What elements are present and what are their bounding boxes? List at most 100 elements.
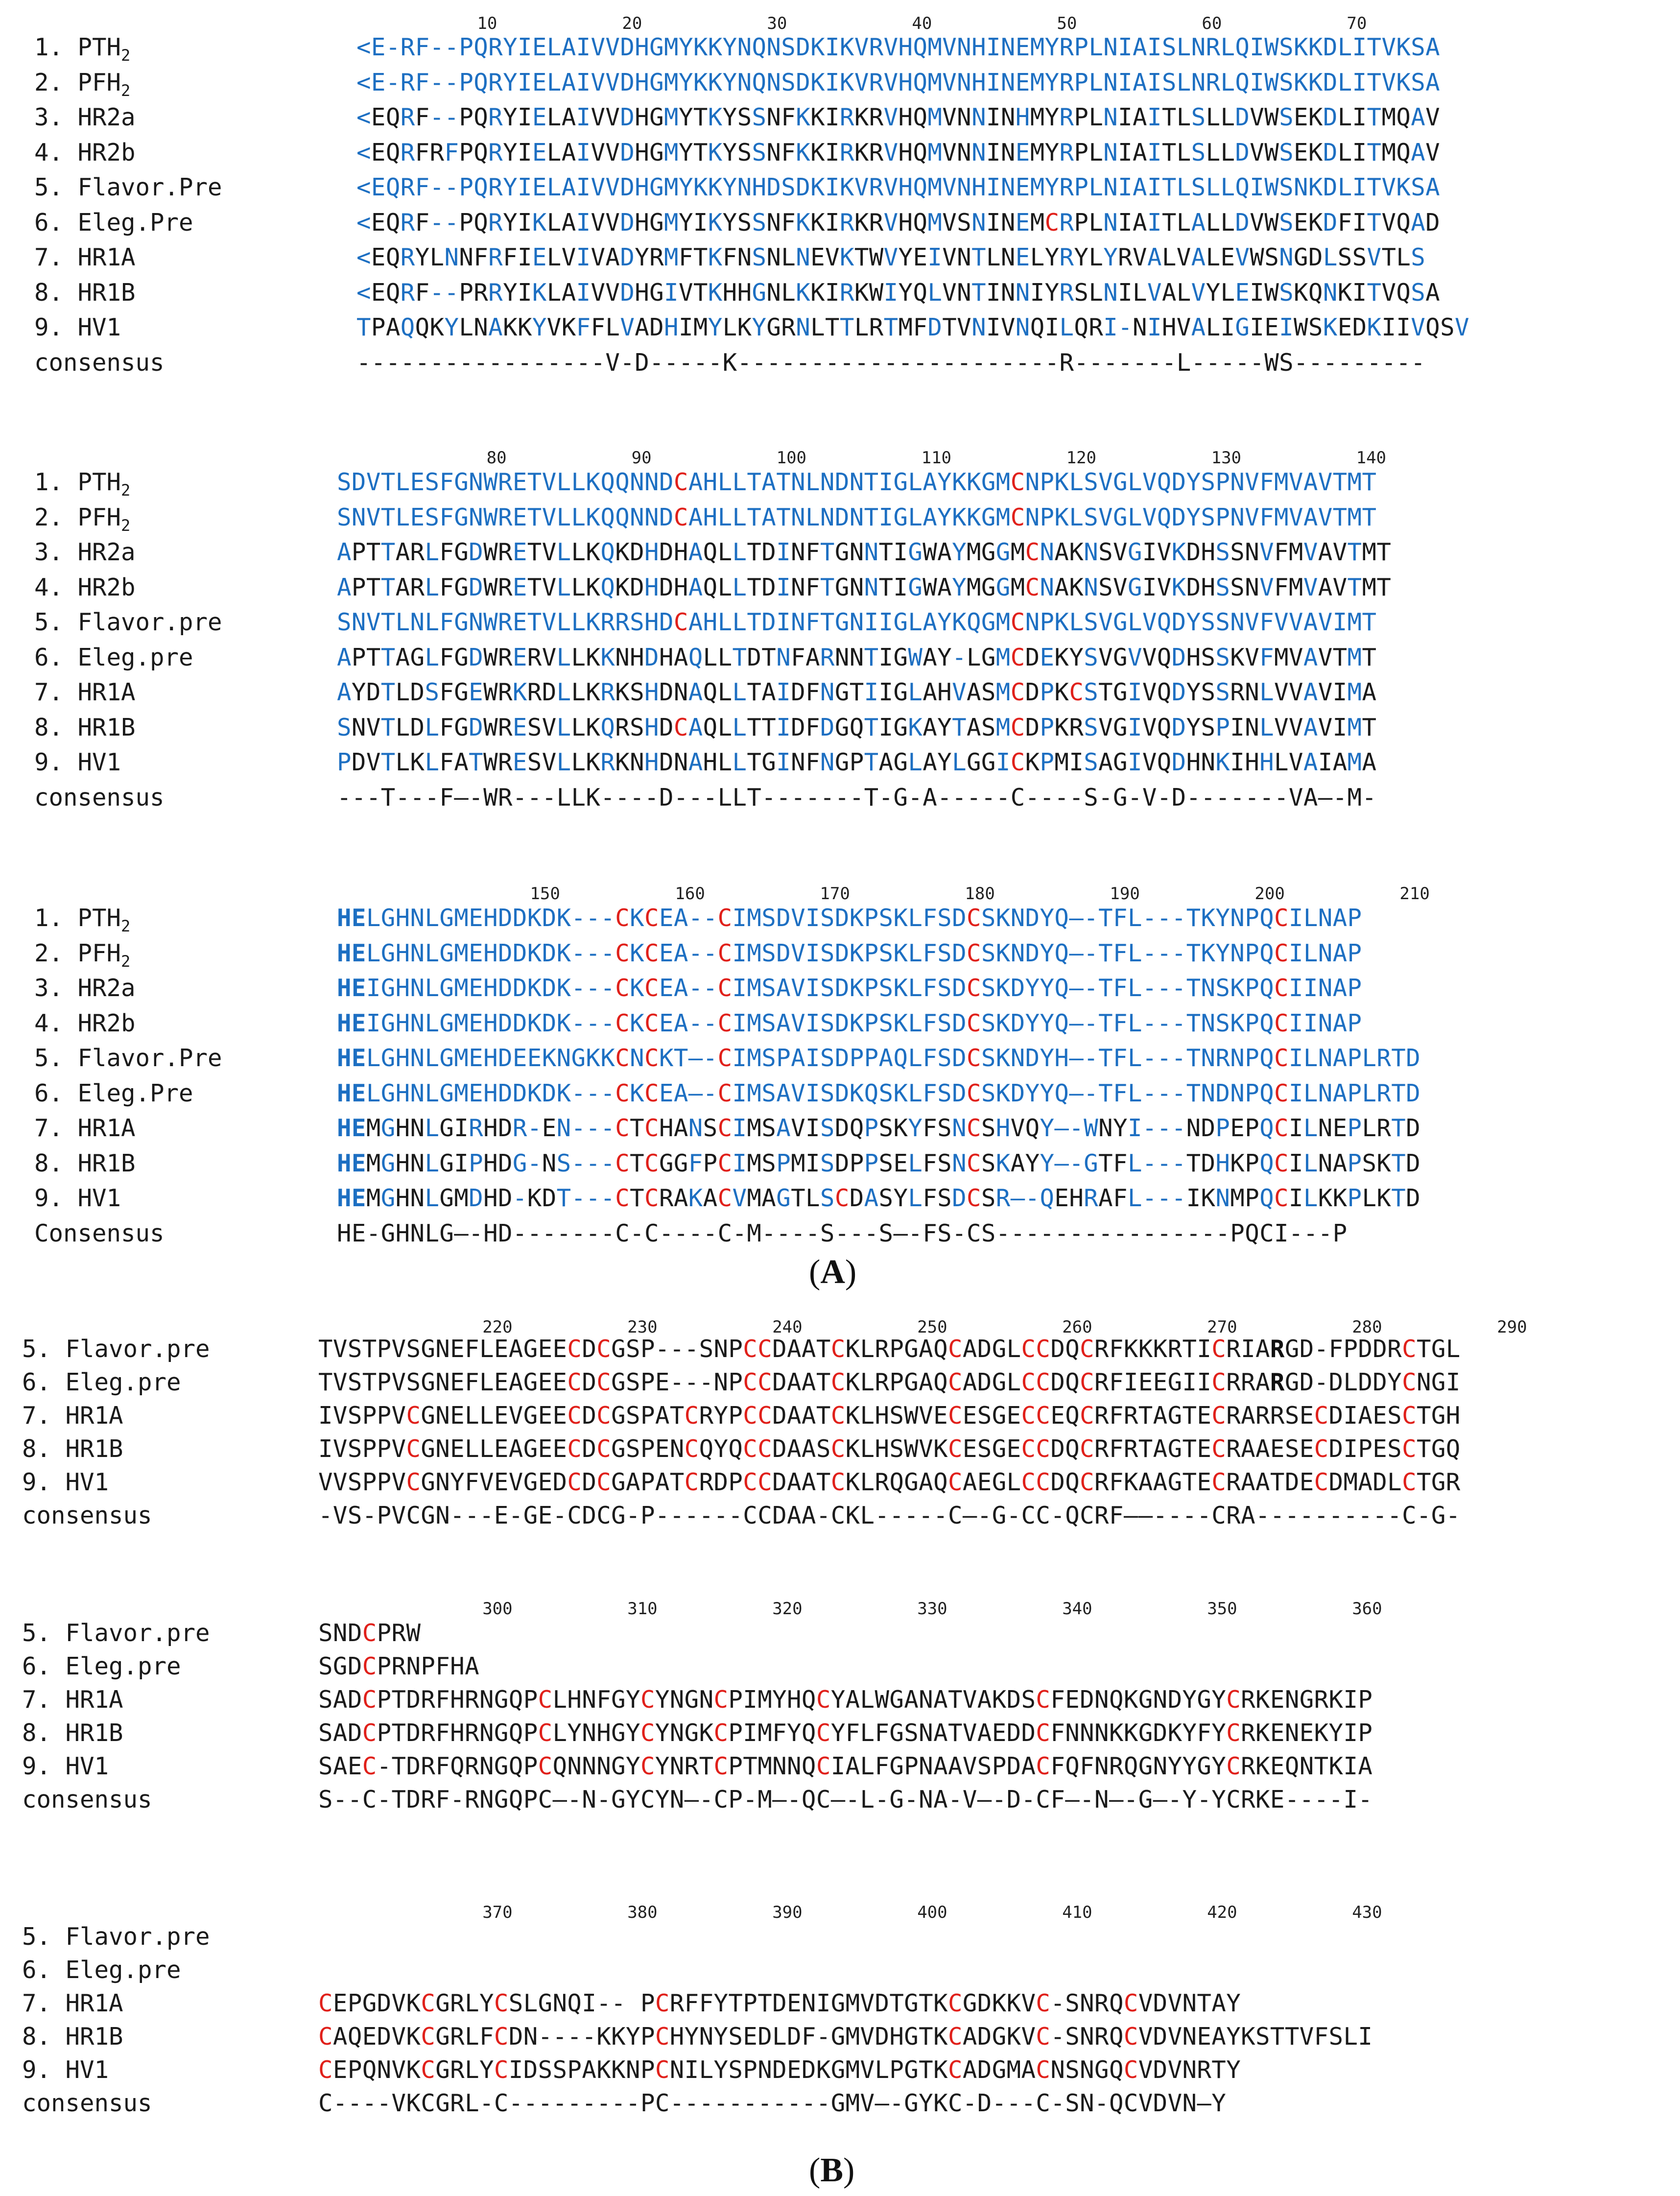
ruler-tick: 290 <box>1497 1317 1527 1337</box>
ruler-tick: 90 <box>631 448 652 468</box>
sequence-label: 7. HR1A <box>22 1402 123 1430</box>
sequence-label: 5. Flavor.Pre <box>34 1044 222 1072</box>
sequence-text: VVSPPVCGNYFVEVGEDCDCGAPATCRDPCCDAATCKLRQ… <box>318 1468 1461 1496</box>
panel-b-label: (B) <box>809 2151 855 2189</box>
sequence-label: 5. Flavor.pre <box>22 1619 210 1647</box>
sequence-text: APTTARLFGDWRETVLLKQKDHDHAQLLTDINFTGNNTIG… <box>337 573 1392 601</box>
ruler-tick: 40 <box>912 14 932 33</box>
sequence-label: 7. HR1A <box>22 1989 123 2017</box>
sequence-label: 7. HR1A <box>34 243 136 271</box>
sequence-text: SDVTLESFGNWRETVLLKQQNNDCAHLLTATNLNDNTIGL… <box>337 468 1377 496</box>
sequence-label: 4. HR2b <box>34 573 136 601</box>
sequence-text: SAEC-TDRFQRNGQPCQNNNGYCYNRTCPTMNNQCIALFG… <box>318 1752 1373 1780</box>
sequence-text: <EQRF--PQRYIELAIVVDHGMYTKYSSNFKKIRKRVHQM… <box>356 103 1441 131</box>
ruler-tick: 390 <box>772 1903 803 1922</box>
sequence-label: 9. HV1 <box>34 313 121 341</box>
sequence-label: 1. PTH2 <box>34 468 131 500</box>
ruler-tick: 230 <box>627 1317 658 1337</box>
panel-a-label: (A) <box>809 1253 857 1291</box>
sequence-label: 8. HR1B <box>34 713 136 741</box>
sequence-text: SNDCPRW <box>318 1619 421 1647</box>
sequence-text: C----VKCGRL-C---------PC-----------GMV—-… <box>318 2089 1227 2117</box>
sequence-text: HE-GHNLG—-HD-------C-C----C-M----S---S—-… <box>337 1219 1348 1247</box>
sequence-label: 9. HV1 <box>34 1184 121 1212</box>
ruler-tick: 100 <box>776 448 807 468</box>
sequence-label: consensus <box>34 783 165 812</box>
sequence-text: SNVTLESFGNWRETVLLKQQNNDCAHLLTATNLNDNTIGL… <box>337 503 1377 531</box>
sequence-label: 8. HR1B <box>22 1719 123 1747</box>
sequence-label: 2. PFH2 <box>34 503 131 535</box>
sequence-label: Consensus <box>34 1219 165 1247</box>
sequence-text: CAQEDVKCGRLFCDN----KKYPCHYNYSEDLDF-GMVDH… <box>318 2023 1373 2051</box>
sequence-text: SNVTLNLFGNWRETVLLKRRSHDCAHLLTDINFTGNIIGL… <box>337 608 1377 636</box>
sequence-text: HEIGHNLGMEHDDKDK---CKCEA--CIMSAVISDKPSKL… <box>337 974 1362 1002</box>
ruler-tick: 120 <box>1066 448 1097 468</box>
sequence-label: 9. HV1 <box>22 1752 109 1780</box>
ruler-tick: 430 <box>1352 1903 1382 1922</box>
ruler-tick: 50 <box>1057 14 1077 33</box>
sequence-text: TVSTPVSGNEFLEAGEECDCGSP---SNPCCDAATCKLRP… <box>318 1335 1461 1363</box>
ruler-tick: 140 <box>1356 448 1387 468</box>
sequence-text: SADCPTDRFHRNGQPCLYNHGYCYNGKCPIMFYQCYFLFG… <box>318 1719 1373 1747</box>
ruler-tick: 380 <box>627 1903 658 1922</box>
sequence-text: <EQRFRFPQRYIELAIVVDHGMYTKYSSNFKKIRKRVHQM… <box>356 138 1441 167</box>
ruler-tick: 180 <box>965 884 995 904</box>
ruler-tick: 170 <box>820 884 850 904</box>
ruler-tick: 350 <box>1207 1599 1237 1619</box>
sequence-label: 6. Eleg.pre <box>22 1368 181 1396</box>
sequence-label: 7. HR1A <box>22 1686 123 1714</box>
sequence-label: 8. HR1B <box>22 2023 123 2051</box>
ruler-tick: 300 <box>482 1599 513 1619</box>
sequence-text: <EQRF--PRRYIKLAIVVDHGIVTKHHGNLKKIRKWIYQL… <box>356 278 1441 307</box>
ruler-tick: 220 <box>482 1317 513 1337</box>
sequence-label: 6. Eleg.pre <box>22 1652 181 1680</box>
sequence-text: SNVTLDLFGDWRESVLLKQRSHDCAQLLTTIDFDGQTIGK… <box>337 713 1377 741</box>
sequence-text: <EQRF--PQRYIKLAIVVDHGMYIKYSSNFKKIRKRVHQM… <box>356 208 1441 237</box>
ruler-tick: 240 <box>772 1317 803 1337</box>
sequence-label: 2. PFH2 <box>34 68 131 100</box>
sequence-text: CEPGDVKCGRLYCSLGNQI-- PCRFFYTPTDENIGMVDT… <box>318 1989 1241 2017</box>
sequence-label: 5. Flavor.Pre <box>34 173 222 201</box>
ruler-tick: 370 <box>482 1903 513 1922</box>
sequence-text: -VS-PVCGN---E-GE-CDCG-P------CCDAA-CKL--… <box>318 1502 1461 1529</box>
sequence-label: 6. Eleg.Pre <box>34 208 193 237</box>
sequence-label: consensus <box>22 1786 152 1814</box>
ruler-tick: 200 <box>1254 884 1285 904</box>
ruler-tick: 20 <box>622 14 642 33</box>
sequence-label: 6. Eleg.pre <box>34 643 193 671</box>
sequence-text: SADCPTDRFHRNGQPCLHNFGYCYNGNCPIMYHQCYALWG… <box>318 1686 1373 1714</box>
sequence-label: 8. HR1B <box>34 278 136 307</box>
sequence-label: consensus <box>22 1502 152 1529</box>
sequence-label: 7. HR1A <box>34 678 136 706</box>
sequence-text: TVSTPVSGNEFLEAGEECDCGSPE---NPCCDAATCKLRP… <box>318 1368 1461 1396</box>
ruler-tick: 10 <box>477 14 497 33</box>
sequence-text: HEMGHNLGIPHDG-NS---CTCGGFPCIMSPMISDPPSEL… <box>337 1149 1421 1177</box>
sequence-label: 5. Flavor.pre <box>22 1335 210 1363</box>
ruler-tick: 60 <box>1202 14 1222 33</box>
ruler-tick: 360 <box>1352 1599 1382 1619</box>
sequence-text: TPAQQKYLNAKKYVKFFLVADHIMYLKYGRNLTTLRTMFD… <box>356 313 1469 341</box>
sequence-text: CEPQNVKCGRLYCIDSSPAKKNPCNILYSPNDEDKGMVLP… <box>318 2056 1241 2084</box>
sequence-text: <E-RF--PQRYIELAIVVDHGMYKKYNQNSDKIKVRVHQM… <box>356 33 1441 61</box>
sequence-text: SGDCPRNPFHA <box>318 1652 479 1680</box>
sequence-text: S--C-TDRF-RNGQPC—-N-GYCYN—-CP-M—-QC—-L-G… <box>318 1786 1373 1814</box>
sequence-label: 1. PTH2 <box>34 904 131 935</box>
ruler-tick: 210 <box>1399 884 1430 904</box>
sequence-text: HELGHNLGMEHDDKDK---CKCEA—-CIMSAVISDKQSKL… <box>337 1079 1421 1107</box>
sequence-text: IVSPPVCGNELLEVGEECDCGSPATCRYPCCDAATCKLHS… <box>318 1402 1461 1430</box>
sequence-label: 1. PTH2 <box>34 33 131 65</box>
sequence-label: 5. Flavor.pre <box>22 1923 210 1951</box>
sequence-text: HELGHNLGMEHDDKDK---CKCEA--CIMSDVISDKPSKL… <box>337 939 1362 967</box>
sequence-label: 8. HR1B <box>34 1149 136 1177</box>
sequence-label: consensus <box>22 2089 152 2117</box>
ruler-tick: 190 <box>1110 884 1140 904</box>
sequence-label: 6. Eleg.pre <box>22 1956 181 1984</box>
sequence-label: 2. PFH2 <box>34 939 131 971</box>
ruler-tick: 340 <box>1062 1599 1092 1619</box>
sequence-text: ---T---F—-WR---LLK----D---LLT-------T-G-… <box>337 783 1377 812</box>
sequence-label: 9. HV1 <box>22 2056 109 2084</box>
sequence-label: consensus <box>34 348 165 377</box>
sequence-text: APTTAGLFGDWRERVLLKKNHDHAQLLTDTNFARNNTIGW… <box>337 643 1377 671</box>
sequence-text: <EQRYLNNFRFIELVIVADYRMFTKFNSNLNEVKTWVYEI… <box>356 243 1426 271</box>
